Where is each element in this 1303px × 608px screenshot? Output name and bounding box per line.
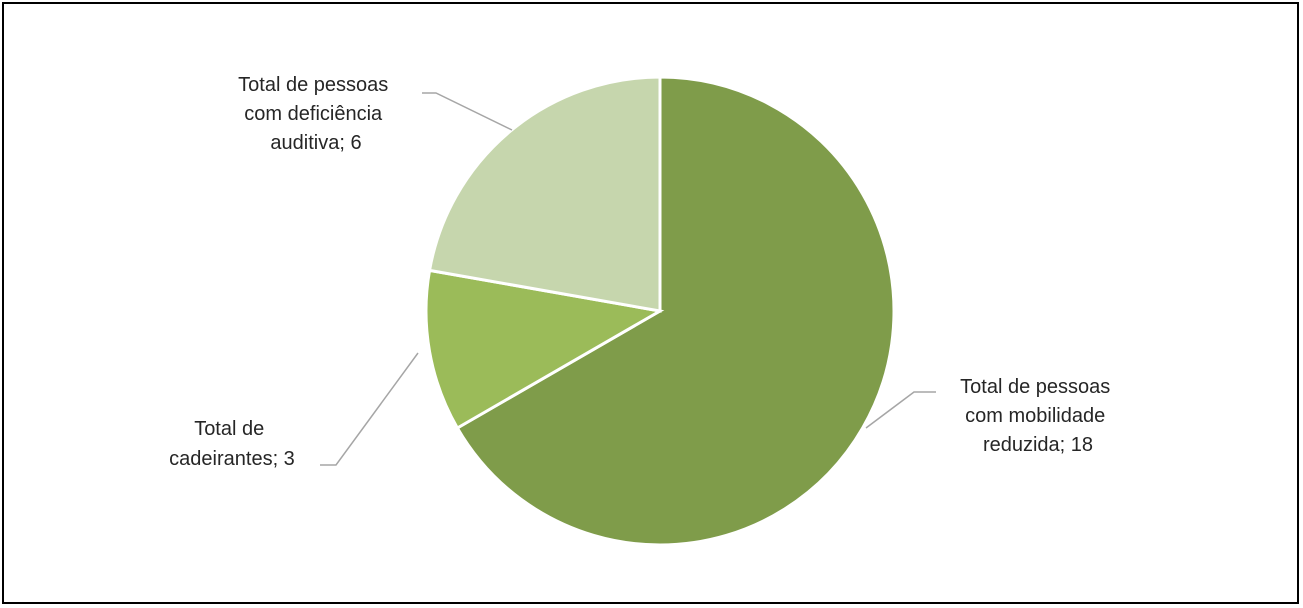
slice-label-mobilidade: Total de pessoas com mobilidade reduzida…	[960, 376, 1116, 456]
slice-mobilidade-reduzida	[455, 75, 896, 547]
leader-line-mobilidade	[865, 391, 936, 429]
leader-lines	[320, 92, 936, 466]
leader-line-auditiva	[422, 92, 513, 131]
pie-slices	[424, 75, 896, 547]
slice-cadeirantes	[424, 268, 665, 431]
slice-deficiencia-auditiva	[427, 75, 662, 313]
leader-line-cadeirantes	[320, 352, 419, 466]
slice-label-cadeirantes: Total de cadeirantes; 3	[169, 418, 295, 470]
slice-label-auditiva: Total de pessoas com deficiência auditiv…	[238, 74, 394, 154]
